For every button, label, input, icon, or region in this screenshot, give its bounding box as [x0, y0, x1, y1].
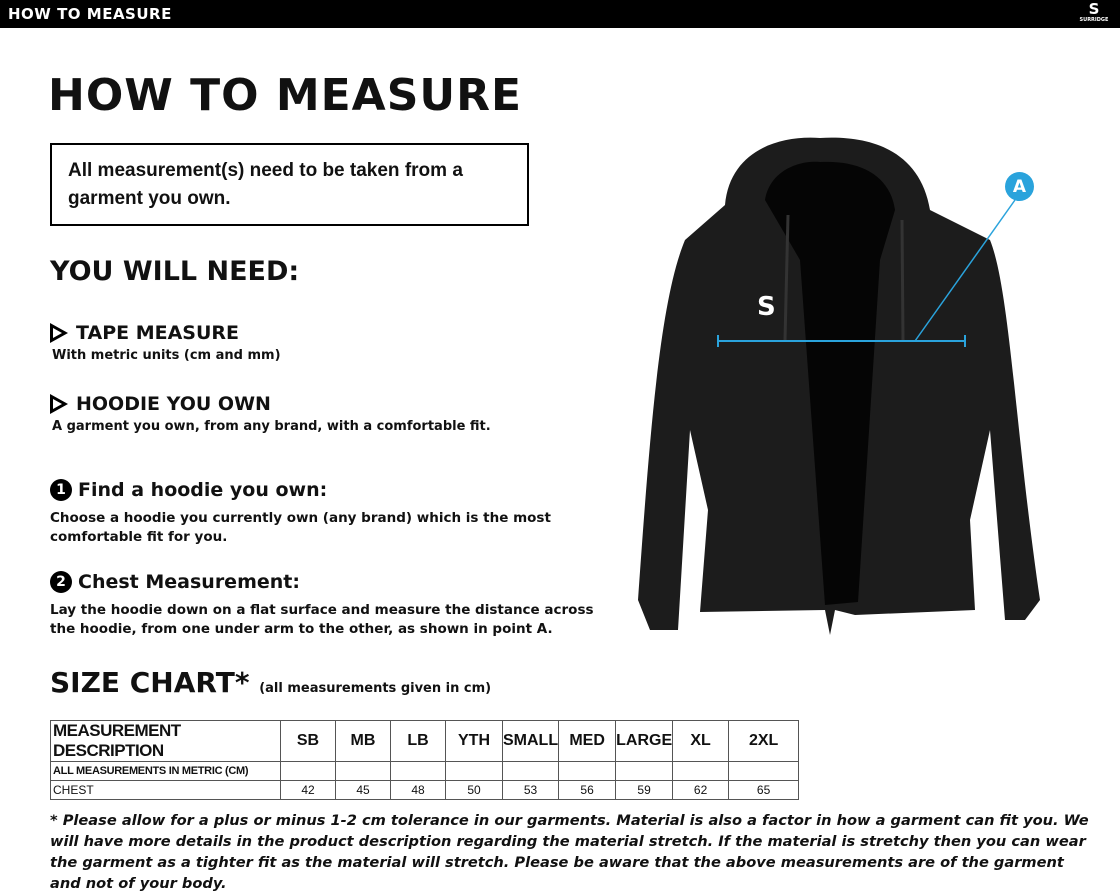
header-cell: MB	[335, 720, 391, 762]
page-title: HOW TO MEASURE	[48, 70, 523, 121]
table-cell	[672, 761, 730, 781]
table-cell	[615, 761, 674, 781]
table-header-row: MEASUREMENT DESCRIPTION SB MB LB YTH SMA…	[50, 720, 800, 762]
table-cell: 56	[558, 780, 617, 800]
hoodie-opening	[765, 161, 895, 605]
need-item-title: TAPE MEASURE	[76, 322, 240, 344]
header-title: HOW TO MEASURE	[8, 5, 172, 23]
size-chart-table: MEASUREMENT DESCRIPTION SB MB LB YTH SMA…	[50, 720, 800, 800]
triangle-bullet-icon	[50, 323, 68, 343]
size-chart-note: (all measurements given in cm)	[259, 681, 492, 696]
table-cell: 59	[615, 780, 674, 800]
table-cell: ALL MEASUREMENTS IN METRIC (CM)	[50, 761, 281, 781]
table-cell: 65	[728, 780, 800, 800]
header-cell: 2XL	[728, 720, 800, 762]
header-bar: HOW TO MEASURE S SURRIDGE	[0, 0, 1120, 28]
surridge-logo: S SURRIDGE	[1079, 0, 1109, 24]
step-number-icon: 2	[50, 571, 72, 593]
table-row: CHEST 42 45 48 50 53 56 59 62 65	[50, 780, 800, 800]
table-cell	[558, 761, 617, 781]
table-cell: 45	[335, 780, 391, 800]
table-cell	[728, 761, 800, 781]
table-cell: 62	[672, 780, 730, 800]
table-cell: CHEST	[50, 780, 281, 800]
table-cell	[445, 761, 503, 781]
step-title: Chest Measurement:	[78, 571, 300, 593]
point-a-badge: A	[1005, 172, 1034, 201]
notice-box: All measurement(s) need to be taken from…	[50, 143, 529, 226]
step-number-icon: 1	[50, 479, 72, 501]
table-cell	[335, 761, 391, 781]
size-chart-heading: SIZE CHART* (all measurements given in c…	[50, 666, 491, 699]
need-item-desc: With metric units (cm and mm)	[52, 348, 281, 363]
step-2: 2 Chest Measurement: Lay the hoodie down …	[50, 571, 610, 639]
need-item-title: HOODIE YOU OWN	[76, 393, 271, 415]
table-cell	[280, 761, 336, 781]
table-cell: 42	[280, 780, 336, 800]
header-cell: SMALL	[501, 720, 560, 762]
step-desc: Choose a hoodie you currently own (any b…	[50, 510, 551, 545]
header-cell: LB	[390, 720, 446, 762]
header-cell: LARGE	[615, 720, 674, 762]
pointer-line	[914, 199, 1016, 342]
table-cell	[390, 761, 446, 781]
size-chart-title: SIZE CHART*	[50, 666, 250, 699]
triangle-bullet-icon	[50, 394, 68, 414]
table-cell: 53	[501, 780, 560, 800]
header-cell: YTH	[445, 720, 503, 762]
header-cell: MEASUREMENT DESCRIPTION	[50, 720, 281, 762]
header-cell: SB	[280, 720, 336, 762]
need-item-hoodie: HOODIE YOU OWN A garment you own, from a…	[50, 393, 491, 434]
you-will-need-heading: YOU WILL NEED:	[50, 256, 300, 287]
surridge-chest-logo: S	[757, 292, 776, 322]
step-title: Find a hoodie you own:	[78, 479, 328, 501]
table-row: ALL MEASUREMENTS IN METRIC (CM)	[50, 761, 800, 781]
header-cell: MED	[558, 720, 617, 762]
step-1: 1 Find a hoodie you own: Choose a hoodie …	[50, 479, 610, 547]
header-cell: XL	[672, 720, 730, 762]
need-item-tape: TAPE MEASURE With metric units (cm and m…	[50, 322, 281, 363]
table-cell	[501, 761, 560, 781]
need-item-desc: A garment you own, from any brand, with …	[52, 419, 491, 434]
step-desc: Lay the hoodie down on a flat surface an…	[50, 602, 594, 637]
table-cell: 48	[390, 780, 446, 800]
table-cell: 50	[445, 780, 503, 800]
hoodie-diagram: S	[638, 137, 1040, 635]
footnote: * Please allow for a plus or minus 1-2 c…	[50, 812, 1089, 892]
